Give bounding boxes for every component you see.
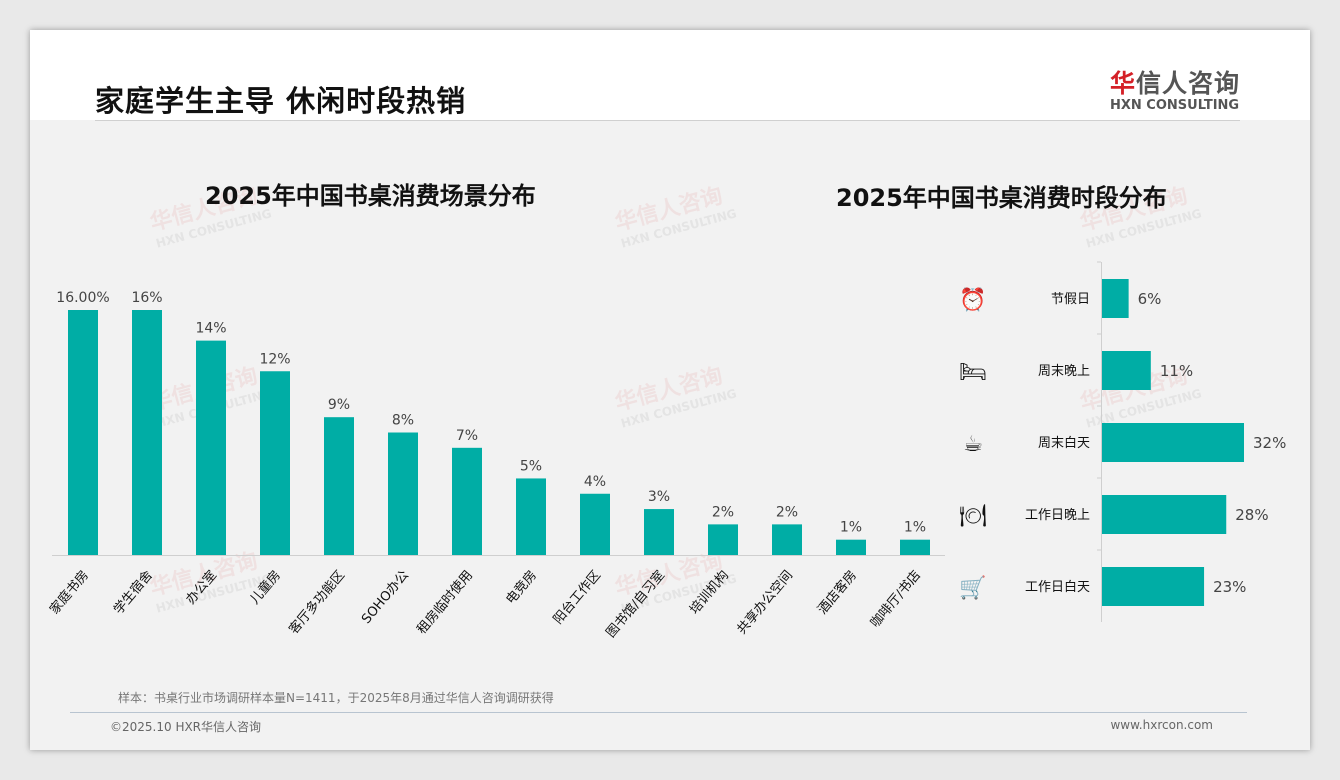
data-label: 5% — [520, 458, 542, 474]
bar — [900, 539, 930, 555]
data-label: 32% — [1253, 434, 1286, 452]
data-label: 16.00% — [56, 290, 109, 306]
category-label: 周末晚上 — [1038, 364, 1090, 379]
category-label: 图书馆/自习室 — [603, 567, 668, 640]
category-label: 工作日晚上 — [1025, 508, 1090, 523]
time-bar-chart: 6% 节假日 ⏰ 11% 周末晚上 🛏 32% 周末白天 ☕ 28% 工作日晚上 🍽 23% 工作日白天 🛒 — [959, 261, 1286, 622]
category-label: 客厅多功能区 — [286, 567, 348, 637]
data-label: 9% — [328, 397, 350, 413]
bar — [388, 432, 418, 555]
bar — [1102, 279, 1129, 318]
bar — [1102, 567, 1205, 606]
plate-cutlery-icon: 🍽 — [959, 504, 987, 529]
logo-text: 信人咨询 — [1136, 69, 1241, 98]
bar — [68, 310, 98, 555]
data-label: 7% — [456, 428, 478, 444]
category-label: 酒店客房 — [814, 567, 860, 617]
right-chart-title: 2025年中国书桌消费时段分布 — [836, 184, 1167, 212]
bar — [708, 524, 738, 555]
coffee-cup-icon: ☕ — [963, 432, 983, 457]
data-label: 16% — [131, 290, 162, 306]
footer-divider — [70, 712, 1247, 713]
bar — [772, 524, 802, 555]
logo: 华信人咨询 HXN CONSULTING — [1110, 64, 1240, 113]
bar — [1102, 351, 1151, 390]
bar — [516, 478, 546, 555]
bar — [836, 539, 866, 555]
data-label: 14% — [195, 321, 226, 337]
logo-en: HXN CONSULTING — [1110, 98, 1240, 113]
data-label: 11% — [1160, 362, 1193, 380]
data-label: 1% — [840, 520, 862, 536]
bar — [196, 340, 226, 555]
data-label: 12% — [259, 351, 290, 367]
data-label: 3% — [648, 489, 670, 505]
data-label: 2% — [712, 504, 734, 520]
logo-mark: 华 — [1110, 69, 1137, 98]
bar — [452, 447, 482, 555]
category-label: 办公室 — [183, 567, 220, 607]
bar — [644, 509, 674, 555]
category-label: 节假日 — [1051, 292, 1090, 307]
alarm-clock-icon: ⏰ — [959, 286, 986, 313]
data-label: 8% — [392, 413, 414, 429]
bar — [1102, 423, 1244, 462]
category-label: SOHO办公 — [359, 568, 412, 627]
slide: 家庭学生主导 休闲时段热销 华信人咨询 HXN CONSULTING 华信人咨询… — [30, 30, 1310, 750]
bar — [324, 417, 354, 555]
data-label: 4% — [584, 474, 606, 490]
category-label: 儿童房 — [247, 567, 284, 607]
category-label: 共享办公空间 — [734, 567, 796, 637]
website-link[interactable]: www.hxrcon.com — [1110, 718, 1213, 732]
category-label: 家庭书房 — [46, 567, 92, 617]
left-chart-title: 2025年中国书桌消费场景分布 — [205, 182, 536, 210]
category-label: 周末白天 — [1038, 435, 1090, 451]
divider — [95, 120, 1240, 121]
data-label: 2% — [776, 504, 798, 520]
bar — [1102, 495, 1227, 534]
data-label: 1% — [904, 520, 926, 536]
bar — [580, 493, 610, 555]
category-label: 学生宿舍 — [110, 567, 156, 617]
page-title: 家庭学生主导 休闲时段热销 — [95, 84, 467, 118]
category-label: 咖啡厅/书店 — [868, 568, 924, 631]
category-label: 工作日白天 — [1025, 579, 1090, 595]
category-label: 电竞房 — [503, 567, 540, 607]
bar — [260, 371, 290, 555]
copyright: ©2025.10 HXR华信人咨询 — [110, 720, 262, 734]
category-label: 培训机构 — [686, 567, 732, 617]
header-band — [30, 30, 1310, 120]
data-label: 23% — [1213, 578, 1246, 596]
shopping-cart-icon: 🛒 — [959, 575, 986, 601]
bar — [132, 310, 162, 555]
data-label: 28% — [1235, 506, 1268, 524]
sample-note: 样本：书桌行业市场调研样本量N=1411，于2025年8月通过华信人咨询调研获得 — [118, 691, 554, 705]
scene-bar-chart: 16.00% 家庭书房 16% 学生宿舍 14% 办公室 12% 儿童房 9% 客厅多功能区 8% S… — [46, 290, 945, 641]
bed-icon: 🛏 — [959, 360, 987, 385]
category-label: 阳台工作区 — [551, 568, 604, 627]
data-label: 6% — [1138, 290, 1162, 308]
category-label: 租房临时使用 — [414, 567, 476, 637]
